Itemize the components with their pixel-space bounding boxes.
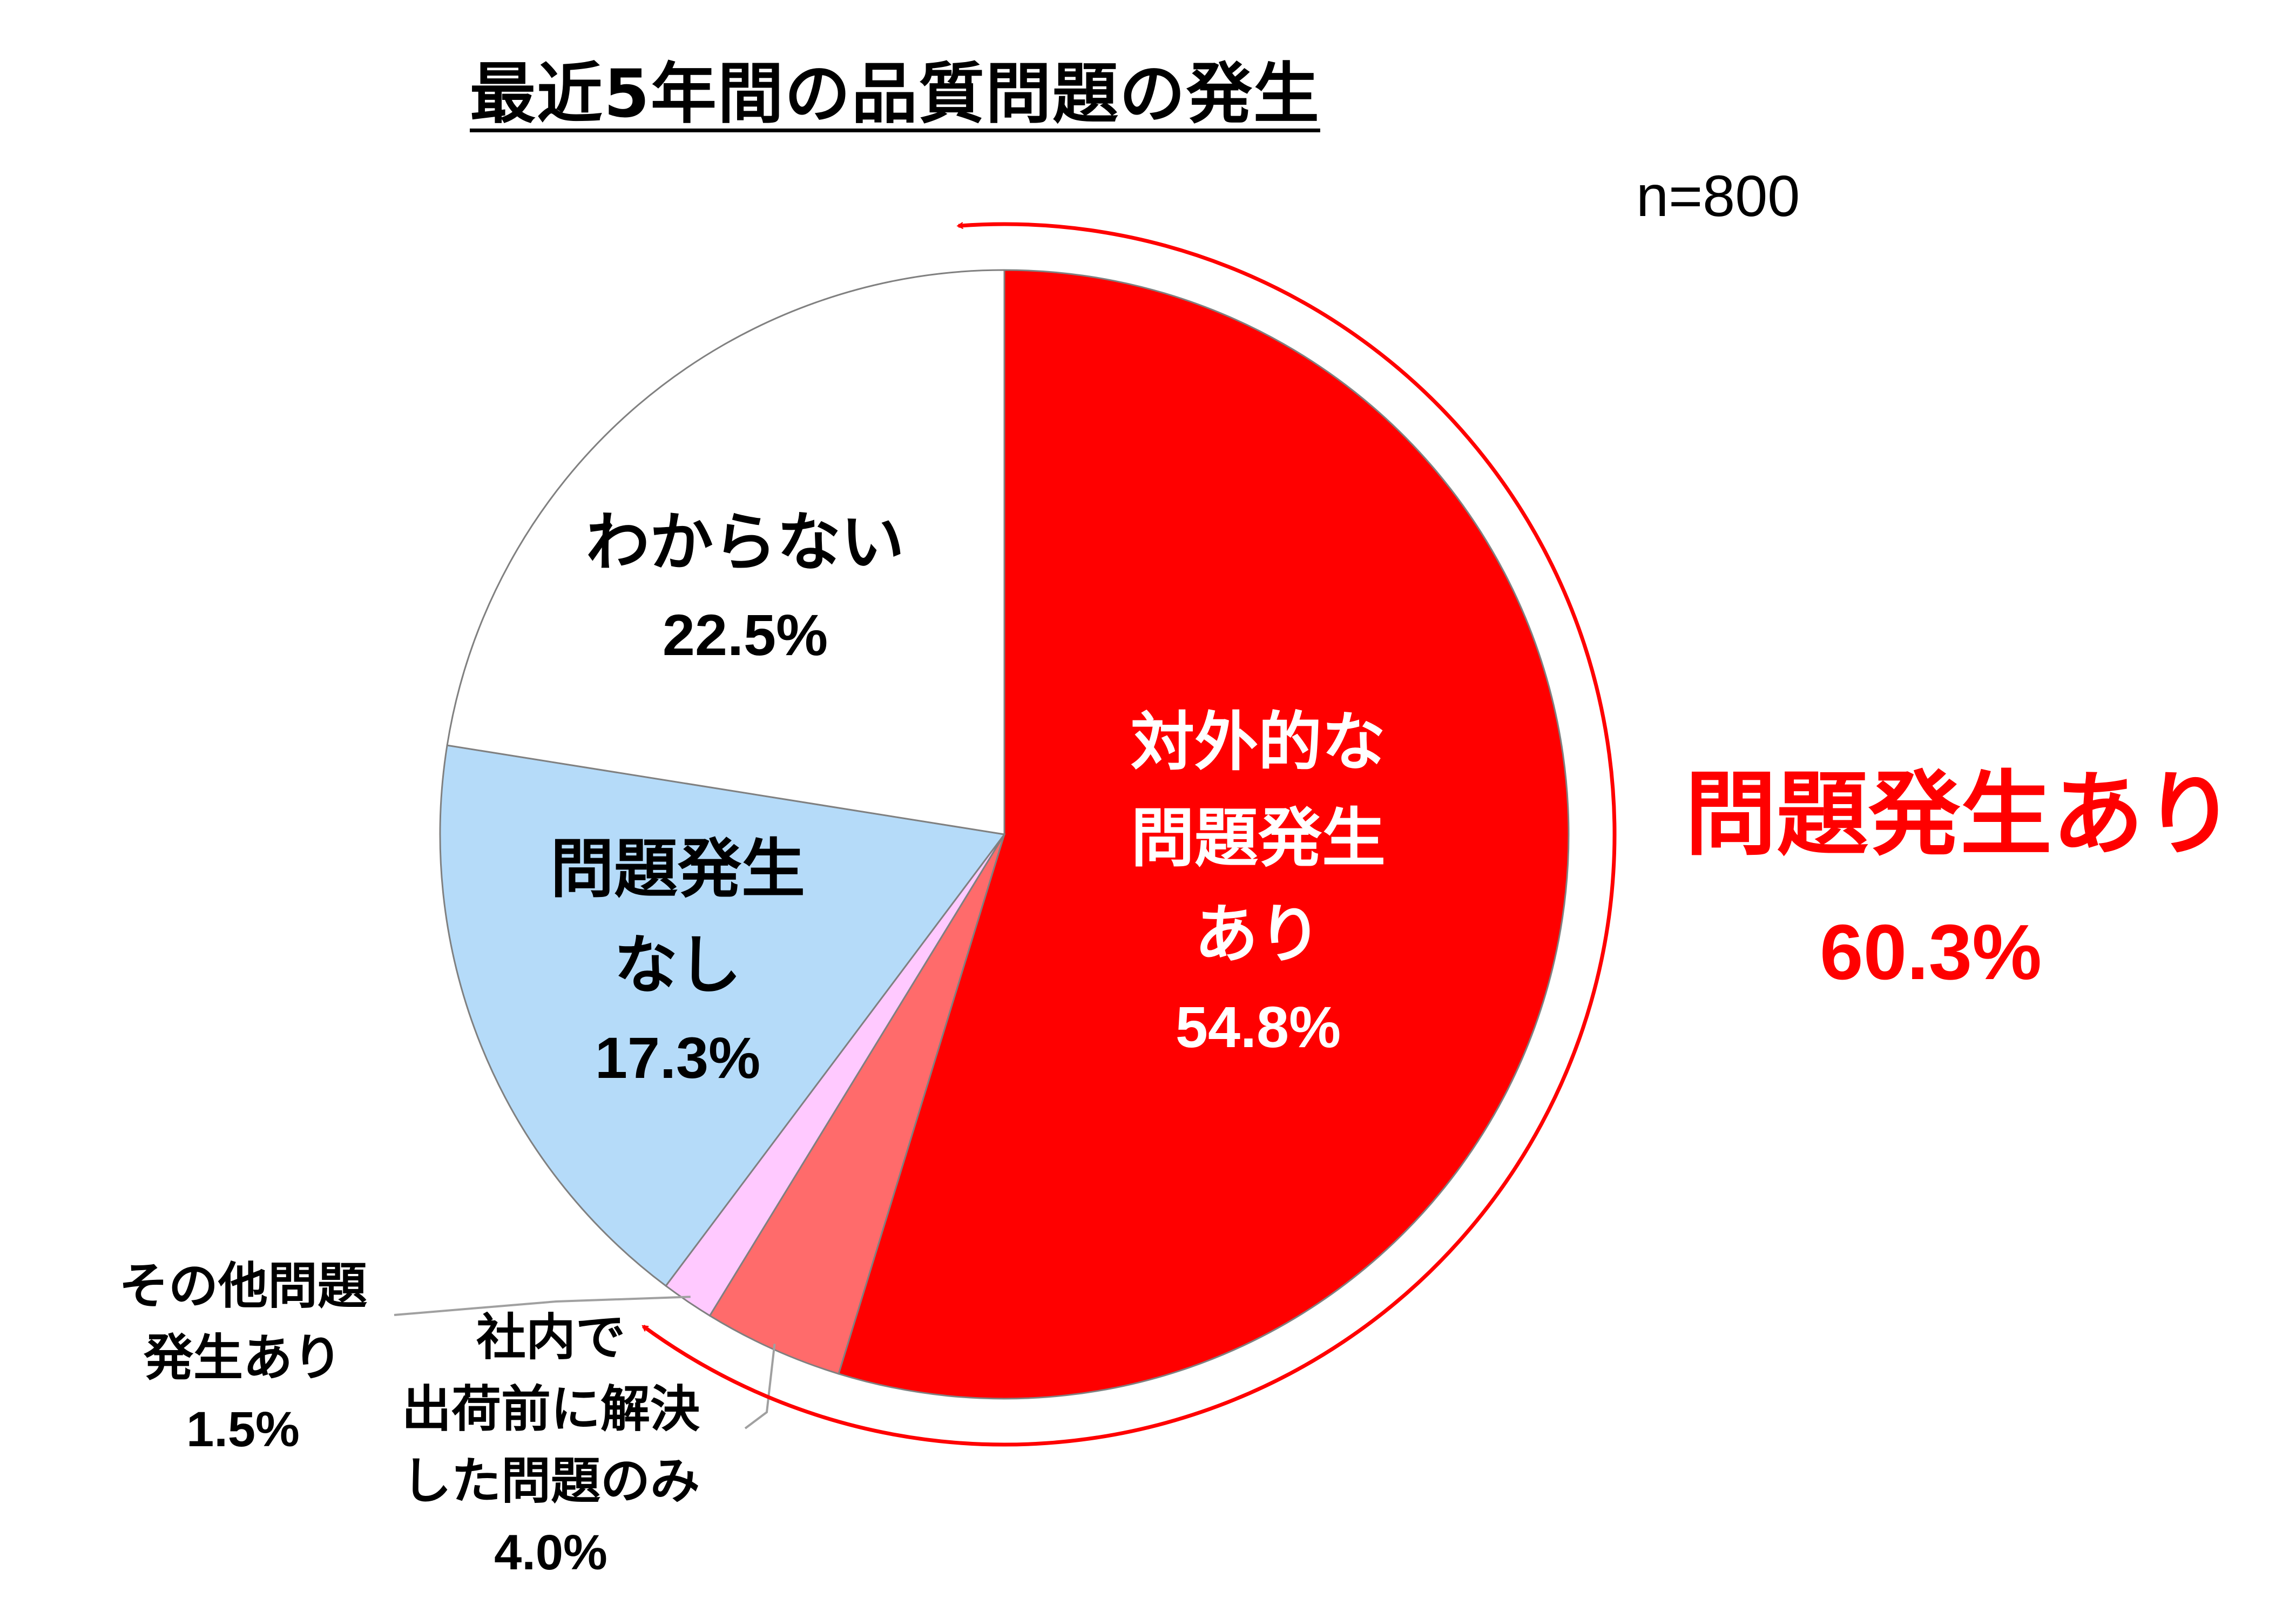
sample-size-note: n=800: [1636, 163, 1800, 228]
slice-value-no-problem: 17.3%: [595, 1025, 761, 1090]
slice-label-external-line-2: 問題発生: [1130, 801, 1386, 875]
total-problem-label: 問題発生あり: [1685, 761, 2236, 868]
slice-label-no-problem: 問題発生 なし 17.3%: [550, 821, 805, 1091]
total-problem-value: 60.3%: [1820, 908, 2042, 996]
slice-label-unknown-line-1: わからない: [585, 505, 905, 579]
slice-label-unknown: わからない 22.5%: [586, 494, 904, 669]
problem-total-bracket-arrow: [641, 222, 1617, 1447]
chart-title: 最近5年間の品質問題の発生: [470, 56, 1320, 132]
leader-line-internal-resolved: [744, 1344, 776, 1429]
slice-label-internal-line-3: した問題のみ: [401, 1452, 700, 1510]
slice-label-external-line-3: あり: [1194, 897, 1322, 972]
slice-value-other: 1.5%: [186, 1402, 300, 1457]
slice-label-no-problem-line-1: 問題発生: [550, 832, 806, 906]
slice-label-other-line-1: その他問題: [118, 1257, 368, 1315]
slice-label-internal-resolved: 社内で 出荷前に解決 した問題のみ 4.0%: [402, 1301, 700, 1589]
slice-external-problem: [838, 269, 1570, 1400]
slice-value-internal: 4.0%: [494, 1525, 607, 1580]
slice-label-internal-line-2: 出荷前に解決: [401, 1380, 700, 1438]
slice-label-external-line-1: 対外的な: [1130, 705, 1386, 779]
slice-label-other-problem: その他問題 発生あり 1.5%: [119, 1250, 367, 1466]
slice-label-other-line-2: 発生あり: [143, 1329, 343, 1387]
slice-label-no-problem-line-2: なし: [613, 928, 742, 1002]
slice-value-external: 54.8%: [1175, 994, 1341, 1060]
slice-value-unknown: 22.5%: [662, 602, 828, 667]
slice-label-internal-line-1: 社内で: [476, 1309, 626, 1366]
slice-label-external-problem: 対外的な 問題発生 あり 54.8%: [1131, 694, 1386, 1061]
